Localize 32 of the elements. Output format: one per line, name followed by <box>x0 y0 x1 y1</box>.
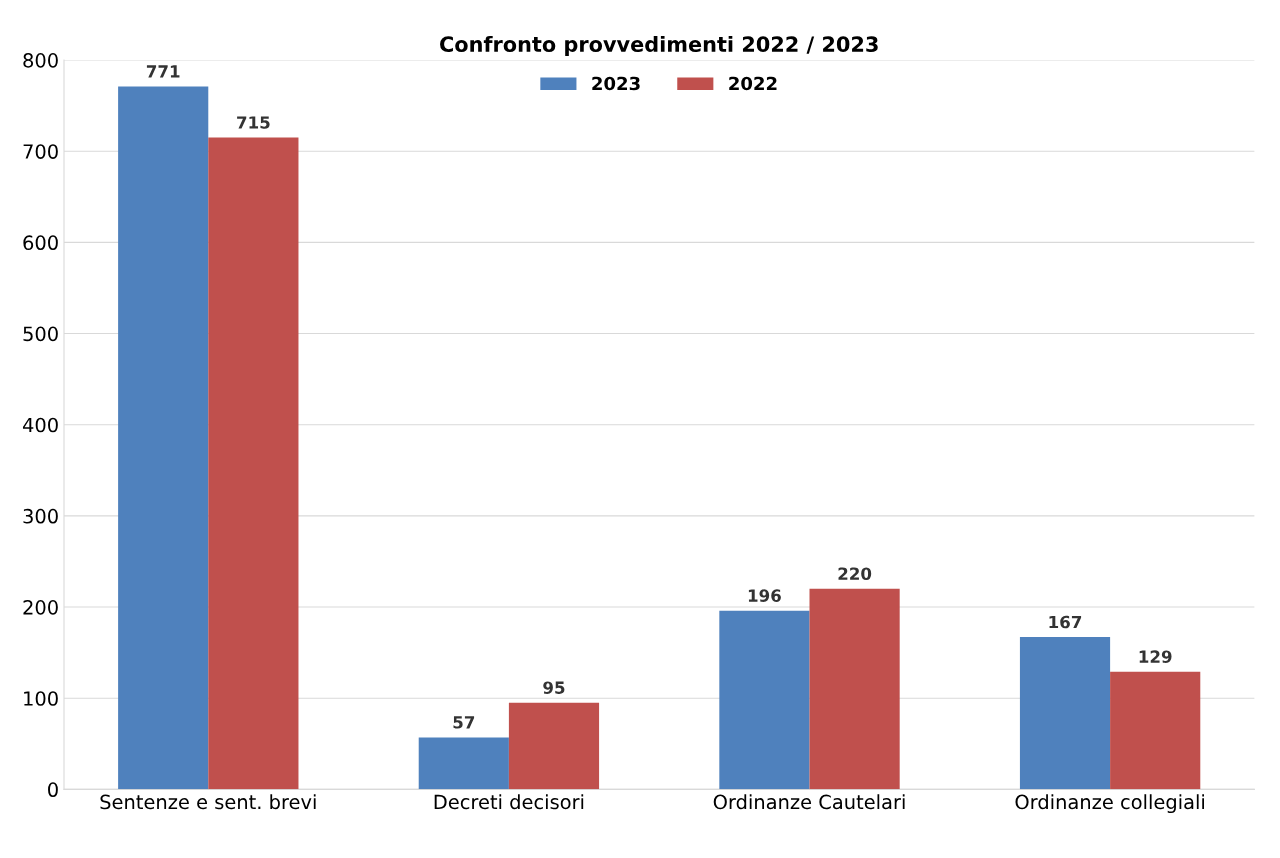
y-tick-label: 100 <box>24 691 58 706</box>
data-label: 196 <box>748 589 781 602</box>
bar <box>809 588 900 790</box>
data-label: 129 <box>1139 650 1172 663</box>
y-tick-label: 800 <box>23 53 58 68</box>
data-label: 715 <box>237 116 270 129</box>
legend-label: 2023 <box>592 76 640 91</box>
bar <box>418 737 509 790</box>
y-tick-label: 0 <box>48 782 58 798</box>
y-tick-label: 300 <box>23 508 58 524</box>
x-tick-label: Decreti decisori <box>434 794 584 810</box>
y-tick-label: 500 <box>23 326 58 342</box>
bar <box>1019 637 1111 790</box>
x-tick-label: Ordinanze collegiali <box>1015 794 1204 814</box>
bar <box>208 137 299 790</box>
data-label: 95 <box>543 681 565 694</box>
bar <box>719 610 810 790</box>
x-tick-label: Ordinanze Cautelari <box>713 794 905 810</box>
y-tick-label: 600 <box>23 235 58 251</box>
chart-title: Confronto provvedimenti 2022 / 2023 <box>440 35 878 57</box>
bar <box>508 702 600 790</box>
data-label: 57 <box>453 716 475 729</box>
data-label: 167 <box>1049 615 1082 629</box>
x-tick-label: Sentenze e sent. brevi <box>100 794 316 810</box>
bar <box>1110 671 1201 790</box>
data-label: 771 <box>146 65 180 78</box>
bar <box>118 86 209 790</box>
legend-label: 2022 <box>729 76 777 91</box>
y-tick-label: 400 <box>22 417 58 433</box>
y-tick-label: 200 <box>23 599 58 615</box>
data-label: 220 <box>838 567 872 581</box>
y-tick-label: 700 <box>23 144 58 159</box>
